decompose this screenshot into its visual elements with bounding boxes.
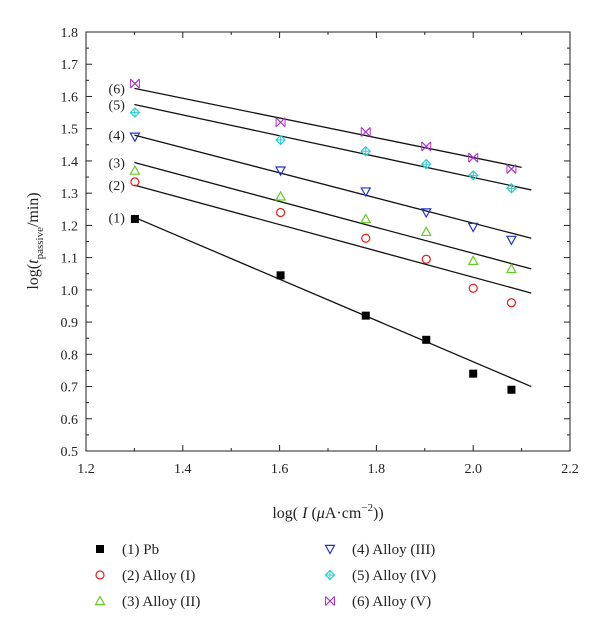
legend-item: (4) Alloy (III): [324, 542, 435, 558]
x-axis-title: log( I (μA·cm−2)): [272, 502, 383, 522]
data-point-series-1: [276, 271, 285, 280]
data-point-series-4: [505, 235, 517, 246]
data-point-series-6: [275, 117, 286, 128]
data-point-series-5: [467, 170, 479, 181]
data-point-series-2: [130, 177, 140, 187]
y-tick-label: 1.4: [61, 155, 79, 170]
x-tick-label: 1.2: [77, 462, 95, 477]
legend-marker: [324, 544, 336, 555]
data-point-series-3: [467, 255, 479, 266]
y-tick-label: 1.8: [61, 26, 79, 41]
data-point-series-3: [505, 263, 517, 274]
legend-item: (6) Alloy (V): [325, 594, 431, 610]
data-point-series-5: [360, 145, 372, 157]
x-tick-label: 1.8: [368, 462, 386, 477]
data-point-series-5: [275, 134, 286, 146]
legend-marker: [96, 545, 104, 553]
legend-label: (1) Pb: [122, 542, 159, 558]
data-point-series-1: [361, 311, 370, 320]
legend-item: (3) Alloy (II): [94, 594, 200, 610]
series-tag-4: (4): [109, 129, 126, 144]
legend-label: (3) Alloy (II): [122, 594, 200, 610]
data-point-series-6: [468, 152, 479, 163]
y-tick-label: 1.5: [61, 123, 79, 138]
y-tick-label: 0.6: [61, 413, 79, 428]
data-point-series-3: [420, 226, 432, 237]
series-tags: (1) (2) (3) (4) (5) (6): [109, 82, 126, 226]
legend-label: (4) Alloy (III): [352, 542, 435, 558]
data-point-series-4: [275, 166, 287, 177]
y-tick-label: 1.0: [61, 284, 79, 299]
x-tick-label: 1.6: [271, 462, 289, 477]
data-point-series-2: [421, 254, 431, 264]
fit-line-series-2: [134, 184, 532, 294]
data-point-series-4: [420, 208, 432, 219]
y-axis-title: log(tpassive/min): [25, 192, 46, 289]
y-tick-label: 1.2: [61, 219, 79, 234]
legend-item: (1) Pb: [96, 542, 159, 558]
legend-marker: [94, 595, 106, 606]
data-point-series-1: [507, 385, 516, 394]
fit-line-series-3: [134, 161, 532, 270]
y-tick-label: 1.3: [61, 187, 79, 202]
data-points: [129, 78, 517, 394]
y-tick-label: 0.5: [61, 445, 79, 460]
series-tag-5: (5): [109, 99, 126, 114]
fit-lines: [134, 87, 532, 388]
fit-line-series-4: [134, 134, 532, 239]
data-point-series-2: [506, 298, 517, 308]
data-point-series-5: [506, 182, 517, 194]
legend-marker: [325, 596, 335, 606]
legend-label: (5) Alloy (IV): [352, 568, 436, 584]
data-point-series-6: [129, 78, 140, 89]
data-point-series-6: [421, 141, 432, 152]
series-tag-6: (6): [109, 82, 126, 97]
y-tick-label: 1.7: [61, 58, 79, 73]
data-point-series-4: [360, 187, 372, 198]
fit-line-series-6: [134, 87, 522, 169]
y-tick-label: 0.9: [61, 316, 79, 331]
y-tick-label: 1.6: [61, 90, 79, 105]
data-point-series-1: [130, 214, 139, 223]
data-point-series-2: [468, 283, 478, 293]
legend-item: (2) Alloy (I): [95, 568, 195, 584]
x-tick-label: 1.4: [174, 462, 192, 477]
axis-ticks: 1.2 1.4 1.6 1.8 2.0 2.2 0.5 0.6 0.7 0.8 0.9 1.0 1.1 1…: [61, 26, 579, 477]
fit-line-series-5: [134, 103, 532, 191]
data-point-series-3: [129, 164, 141, 175]
x-tick-label: 2.0: [464, 462, 482, 477]
y-tick-label: 1.1: [61, 252, 79, 267]
data-point-series-6: [506, 164, 517, 174]
y-tick-label: 0.8: [61, 348, 79, 363]
legend-marker: [324, 569, 336, 581]
legend-label: (2) Alloy (I): [122, 568, 195, 584]
series-tag-1: (1): [109, 211, 126, 226]
x-tick-label: 2.2: [561, 462, 579, 477]
legend-item: (5) Alloy (IV): [324, 568, 436, 584]
data-point-series-3: [360, 213, 372, 224]
legend: (1) Pb (2) Alloy (I) (3) Alloy (II) (4) All…: [94, 542, 436, 610]
data-point-series-5: [420, 158, 432, 170]
series-tag-2: (2): [109, 179, 126, 194]
data-point-series-1: [422, 335, 431, 344]
data-point-series-6: [360, 126, 371, 137]
legend-label: (6) Alloy (V): [352, 594, 431, 610]
plot-frame: [85, 31, 571, 452]
data-point-series-4: [467, 222, 479, 233]
fit-line-series-1: [134, 216, 532, 388]
y-tick-label: 0.7: [61, 381, 79, 396]
legend-marker: [95, 570, 105, 580]
data-point-series-2: [275, 207, 286, 218]
series-tag-3: (3): [109, 157, 126, 172]
data-point-series-2: [361, 233, 371, 243]
data-point-series-4: [129, 132, 141, 143]
data-point-series-1: [469, 369, 478, 378]
data-point-series-5: [129, 107, 141, 118]
data-point-series-3: [275, 190, 287, 201]
